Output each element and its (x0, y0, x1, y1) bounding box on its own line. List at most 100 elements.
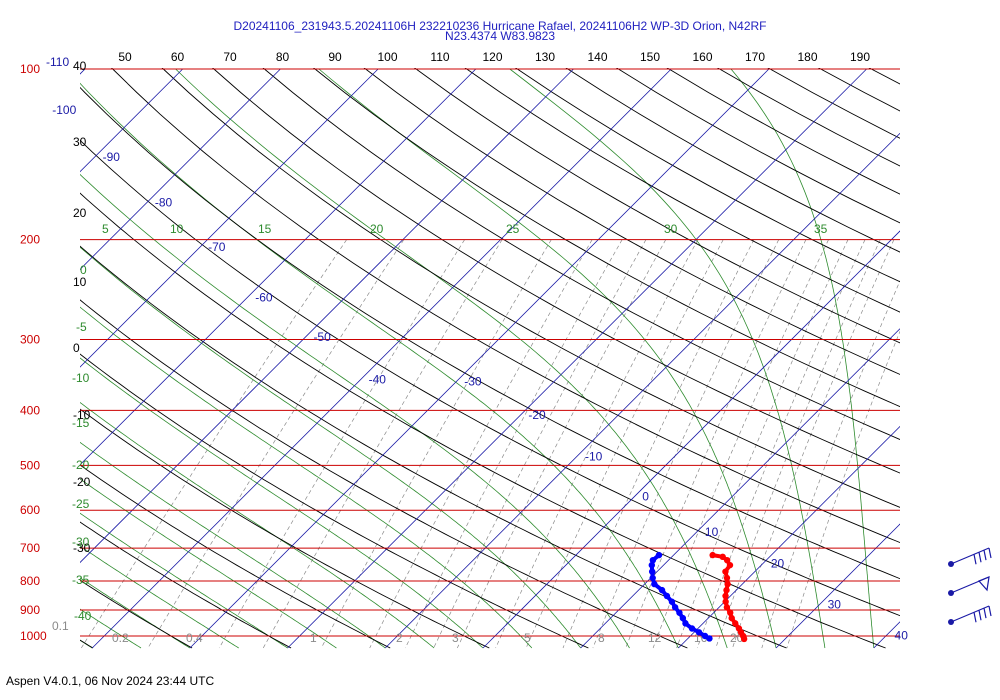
dry-adiabat-line (80, 521, 292, 649)
mixing-ratio-line (676, 239, 849, 649)
mixing-ratio-line (625, 239, 807, 649)
isotherm-label: 0 (642, 490, 649, 504)
isotherm-label: 10 (705, 525, 719, 539)
temperature-point (724, 580, 731, 588)
isotherm-line (80, 68, 86, 75)
mixing-ratio-line (218, 239, 465, 649)
top-axis-label: 60 (171, 50, 185, 64)
moist-adiabat-label: 10 (170, 222, 184, 236)
dry-adiabat-line (80, 192, 886, 649)
temperature-point (722, 592, 729, 600)
dry-adiabats (80, 14, 1000, 649)
dewpoint-point (688, 625, 696, 632)
temperature-point (723, 586, 730, 594)
top-axis-label: 80 (276, 50, 290, 64)
isotherm-line (482, 230, 900, 649)
isotherm-line (80, 68, 477, 466)
mixing-ratio-line (786, 330, 900, 649)
isotherm-label: 30 (828, 598, 842, 612)
temperature-point (722, 598, 729, 605)
isotherm-label: -50 (313, 330, 331, 344)
wind-barb-feather (983, 607, 987, 619)
dry-adiabat-line (212, 68, 900, 474)
isotherm-label: -40 (369, 373, 387, 387)
moist-adiabat-line (80, 441, 386, 649)
moist-adiabat-label: 25 (506, 222, 520, 236)
dewpoint-point (671, 604, 679, 611)
dewpoint-point (663, 592, 671, 600)
dry-adiabat-line (818, 68, 900, 112)
chart-title-line-1: D20241106_231943.5.20241106H 232210236 H… (233, 19, 767, 33)
mixing-ratio-line (262, 239, 503, 649)
mixing-ratio-line (369, 239, 593, 649)
top-axis-label: 90 (328, 50, 342, 64)
left-scale-label: 30 (73, 135, 87, 149)
top-axis-label: 100 (377, 50, 397, 64)
moist-adiabat-line (730, 68, 875, 649)
moist-adiabat-label: -25 (72, 497, 90, 511)
moist-adiabat-line (80, 357, 484, 649)
top-axis-label: 160 (692, 50, 712, 64)
wind-barb-staff (950, 547, 990, 565)
temperature-point (740, 635, 748, 643)
pressure-label: 600 (20, 503, 40, 517)
isotherm-line (80, 68, 574, 564)
dry-adiabat-line (515, 68, 900, 283)
wind-barb-feather (983, 549, 987, 561)
wind-barb (948, 576, 990, 596)
wind-barb-feather (988, 605, 992, 617)
isobars (80, 68, 900, 637)
sounding-traces (648, 551, 748, 643)
isotherm-line (80, 68, 281, 270)
left-scale-label: 0 (73, 341, 80, 355)
isotherm-label: -90 (103, 150, 121, 164)
temperature-point (722, 568, 729, 575)
dry-adiabat-line (80, 464, 391, 649)
top-axis-label: 140 (587, 50, 607, 64)
top-axis-label: 130 (535, 50, 555, 64)
moist-adiabat-line (80, 478, 337, 649)
dry-adiabat-line (915, 14, 1000, 648)
dry-adiabat-line (868, 68, 900, 85)
dewpoint-point (649, 574, 656, 582)
temperature-point (727, 609, 734, 616)
top-axis-label: 180 (797, 50, 817, 64)
dry-adiabat-line (262, 68, 900, 440)
dewpoint-point (668, 598, 676, 605)
dry-adiabat-line (464, 68, 900, 313)
wind-barb-feather (973, 612, 977, 623)
moist-adiabat-line (80, 577, 191, 649)
isotherm-line (80, 68, 183, 173)
wind-barbs (948, 547, 992, 625)
moist-adiabat-label: 20 (370, 222, 384, 236)
isotherm-label: -70 (208, 240, 226, 254)
pressure-label: 100 (20, 62, 40, 76)
left-scale-label: 40 (73, 59, 87, 73)
mixing-ratio-label: 0.4 (186, 631, 203, 645)
wind-barb-feather (973, 554, 977, 565)
mixing-ratio-label: 1 (310, 631, 317, 645)
temperature-point (723, 574, 731, 582)
moist-adiabat-line (175, 68, 728, 649)
isotherm-label: -30 (464, 375, 482, 389)
dry-adiabat-line (821, 14, 1000, 648)
isotherm-label: -10 (585, 449, 603, 463)
moist-adiabat-label: 5 (102, 222, 109, 236)
top-axis-label: 50 (118, 50, 132, 64)
left-scale-label: -20 (73, 475, 91, 489)
dry-adiabat-line (80, 245, 787, 649)
dry-adiabat-line (80, 408, 490, 649)
footer-version-text: Aspen V4.0.1, 06 Nov 2024 23:44 UTC (6, 674, 215, 688)
left-scale-label: -10 (73, 408, 91, 422)
dry-adiabat-line (80, 86, 900, 580)
mixing-ratio-label: 0.1 (52, 619, 69, 633)
dry-adiabat-line (80, 299, 688, 649)
isotherm-label: -60 (255, 291, 273, 305)
top-axis-label: 70 (223, 50, 237, 64)
moist-adiabat-label: -15 (72, 416, 90, 430)
dewpoint-point (649, 556, 657, 564)
dry-adiabat-line (963, 14, 1000, 648)
mixing-ratio-label: 12 (648, 631, 662, 645)
mixing-ratio-label: 3 (452, 631, 459, 645)
